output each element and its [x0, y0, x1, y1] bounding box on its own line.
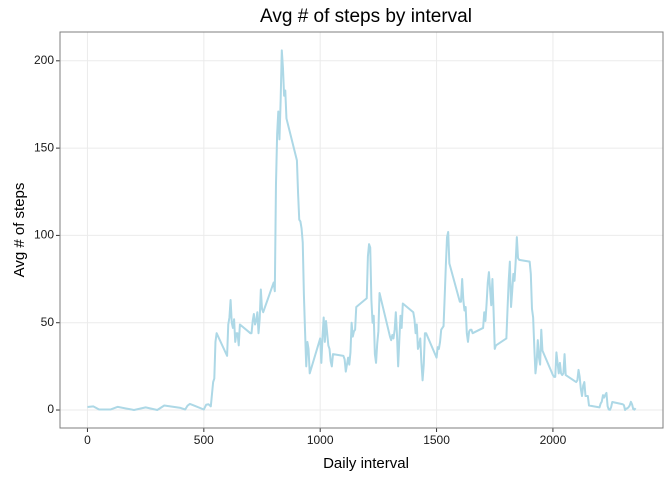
x-tick-label: 0 [84, 433, 91, 447]
panel-border [59, 31, 664, 429]
y-axis-title: Avg # of steps [11, 183, 28, 278]
x-tick-label: 1000 [307, 433, 334, 447]
chart-title: Avg # of steps by interval [260, 6, 472, 27]
x-tick-label: 2000 [540, 433, 567, 447]
y-tick-label: 50 [41, 315, 55, 329]
line-series [87, 49, 637, 412]
x-axis-title: Daily interval [323, 455, 409, 472]
y-tick-label: 150 [34, 140, 54, 154]
y-tick-label: 0 [47, 402, 54, 416]
y-tick-label: 100 [34, 228, 54, 242]
x-tick-label: 1500 [423, 433, 450, 447]
x-tick-label: 500 [194, 433, 214, 447]
y-tick-label: 200 [34, 53, 54, 67]
